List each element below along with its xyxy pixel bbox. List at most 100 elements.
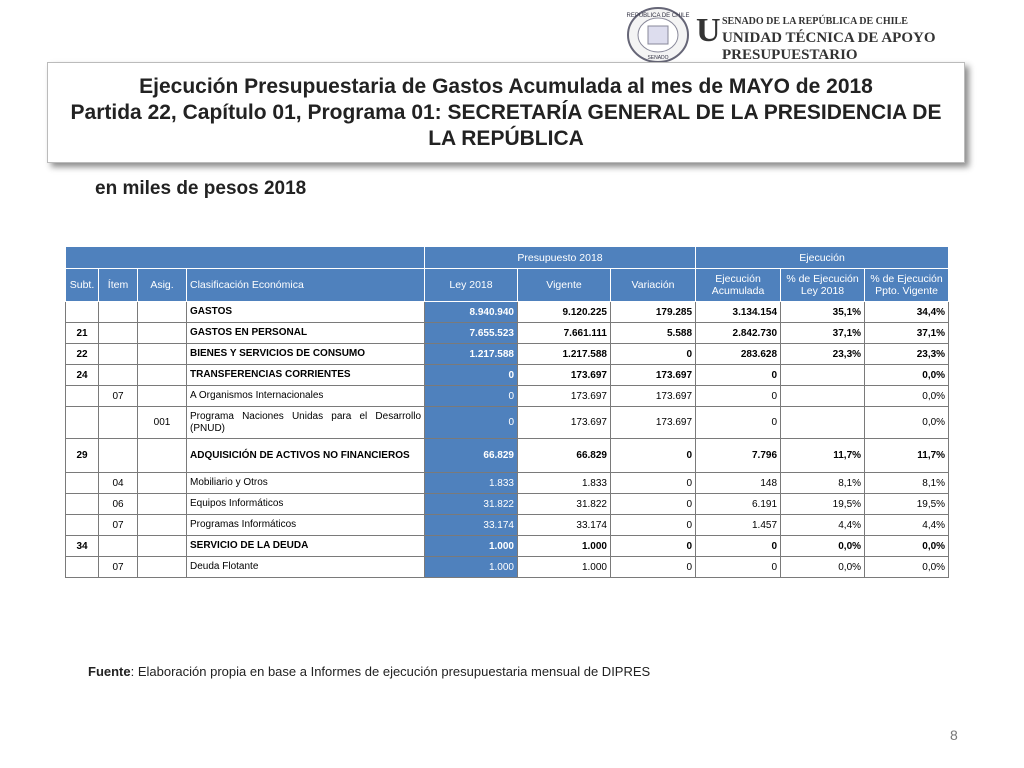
group-header: Ejecución [695, 246, 950, 269]
column-header: Subt. [65, 268, 99, 302]
table-cell: 66.829 [424, 438, 518, 473]
table-cell: 0 [695, 385, 782, 407]
table-row: 07 Deuda Flotante 1.000 1.000 0 0 0,0% 0,0% [65, 556, 950, 578]
table-cell: 9.120.225 [517, 301, 611, 323]
table-cell [98, 406, 138, 439]
table-cell [137, 493, 187, 515]
table-cell [65, 556, 99, 578]
table-cell: 34 [65, 535, 99, 557]
table-cell: 1.833 [517, 472, 611, 494]
table-cell: 31.822 [517, 493, 611, 515]
table-row: 22 BIENES Y SERVICIOS DE CONSUMO 1.217.588… [65, 343, 950, 365]
source: Fuente: Elaboración propia en base a Inf… [88, 664, 650, 679]
table-cell: 148 [695, 472, 782, 494]
table-cell: 173.697 [517, 385, 611, 407]
logo-line1: SENADO DE LA REPÚBLICA DE CHILE [722, 16, 908, 27]
column-header: Ejecución Acumulada [695, 268, 782, 302]
table-cell [98, 438, 138, 473]
table-cell: 0 [609, 493, 697, 515]
table-cell: 4,4% [780, 514, 866, 536]
table-cell: 34,4% [864, 301, 950, 323]
seal: REPÚBLICA DE CHILE SENADO [626, 7, 690, 63]
table-cell [65, 514, 99, 536]
table-cell: 07 [98, 385, 138, 407]
table-cell [780, 364, 866, 386]
table-cell: 0 [424, 406, 518, 439]
table-cell: 3.134.154 [695, 301, 782, 323]
table-cell: 37,1% [780, 322, 866, 344]
table-cell [65, 406, 99, 439]
table-cell: 8,1% [780, 472, 866, 494]
table-cell: 173.697 [609, 406, 697, 439]
group-header: Presupuesto 2018 [423, 246, 697, 269]
table-cell [137, 385, 187, 407]
table-cell: 1.000 [517, 535, 611, 557]
table-cell: 179.285 [609, 301, 697, 323]
logo-initial: U [696, 12, 721, 49]
table-cell [98, 535, 138, 557]
table-cell: 1.457 [695, 514, 782, 536]
header-blank [65, 246, 425, 269]
table-cell: 4,4% [864, 514, 950, 536]
table-cell: BIENES Y SERVICIOS DE CONSUMO [186, 343, 425, 365]
table-row: 29 ADQUISICIÓN DE ACTIVOS NO FINANCIEROS 6… [65, 438, 950, 473]
column-header: % de Ejecución Ley 2018 [780, 268, 866, 302]
table-cell: 0,0% [780, 556, 866, 578]
table-cell: 8.940.940 [424, 301, 518, 323]
table-cell: 173.697 [517, 364, 611, 386]
table-cell [137, 556, 187, 578]
table-cell: 0,0% [864, 406, 950, 439]
table-cell [65, 301, 99, 323]
table-cell: 0 [609, 556, 697, 578]
table-cell: 6.191 [695, 493, 782, 515]
table-cell: TRANSFERENCIAS CORRIENTES [186, 364, 425, 386]
table-cell: 283.628 [695, 343, 782, 365]
table-cell: 07 [98, 556, 138, 578]
table-cell [65, 472, 99, 494]
table-cell: 001 [137, 406, 187, 439]
table-cell: 29 [65, 438, 99, 473]
table-cell: ADQUISICIÓN DE ACTIVOS NO FINANCIEROS [186, 438, 425, 473]
table-row: 34 SERVICIO DE LA DEUDA 1.000 1.000 0 0 0,0% 0,… [65, 535, 950, 557]
table-cell: GASTOS [186, 301, 425, 323]
table-cell: Programas Informáticos [186, 514, 425, 536]
table-cell: 0,0% [864, 535, 950, 557]
table-cell: 0,0% [864, 556, 950, 578]
table-cell: GASTOS EN PERSONAL [186, 322, 425, 344]
table-row: 24 TRANSFERENCIAS CORRIENTES 0 173.697 173.6… [65, 364, 950, 386]
table-cell: 33.174 [424, 514, 518, 536]
header-row: Subt. Ítem Asig. Clasificación Económica Ley… [65, 268, 950, 302]
logo-line2: UNIDAD TÉCNICA DE APOYO PRESUPUESTARIO [722, 30, 936, 63]
table-cell: 0 [424, 364, 518, 386]
table-cell: 2.842.730 [695, 322, 782, 344]
column-header: Ítem [98, 268, 138, 302]
table-cell: Deuda Flotante [186, 556, 425, 578]
column-header: Vigente [517, 268, 611, 302]
table-cell: 04 [98, 472, 138, 494]
table-row: GASTOS 8.940.940 9.120.225 179.285 3.134.154… [65, 301, 950, 323]
table-cell [780, 385, 866, 407]
table-cell: 23,3% [780, 343, 866, 365]
table-cell [65, 493, 99, 515]
table-row: 07 Programas Informáticos 33.174 33.174 0 1.4… [65, 514, 950, 536]
column-header: Variación [609, 268, 697, 302]
table-cell [98, 364, 138, 386]
table-cell: 7.796 [695, 438, 782, 473]
table-cell: 31.822 [424, 493, 518, 515]
table-cell [137, 301, 187, 323]
table-cell: 7.655.523 [424, 322, 518, 344]
table-cell: 35,1% [780, 301, 866, 323]
table-cell: 0 [609, 438, 697, 473]
seal-bottom: SENADO [647, 55, 668, 61]
table-row: 07 A Organismos Internacionales 0 173.697 17… [65, 385, 950, 407]
column-header: Clasificación Económica [186, 268, 425, 302]
table-cell: 24 [65, 364, 99, 386]
seal-top: REPÚBLICA DE CHILE [626, 12, 689, 19]
table-row: 21 GASTOS EN PERSONAL 7.655.523 7.661.111 5.… [65, 322, 950, 344]
table-cell: 11,7% [780, 438, 866, 473]
table-cell: 173.697 [609, 385, 697, 407]
table-cell [137, 472, 187, 494]
table-cell: 11,7% [864, 438, 950, 473]
table-cell: 1.000 [424, 556, 518, 578]
